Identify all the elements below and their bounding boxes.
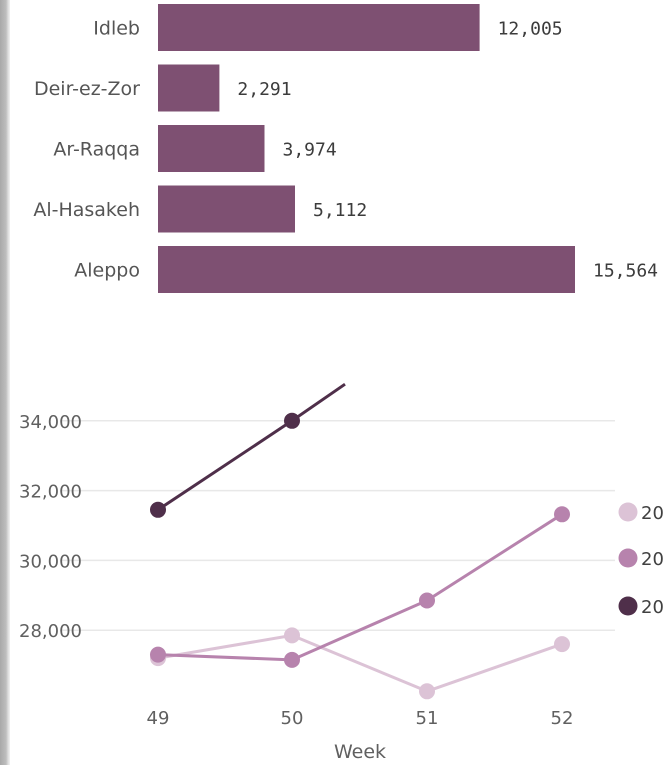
- data-point: [554, 636, 570, 653]
- data-point: [150, 501, 166, 518]
- bar: [158, 185, 295, 233]
- line-chart-legend: 20 20 20: [618, 502, 664, 618]
- bar-category-label: Ar-Raqqa: [53, 139, 140, 161]
- bar: [158, 64, 220, 112]
- x-tick-label: 52: [551, 708, 574, 729]
- legend-swatch: [618, 502, 638, 522]
- x-tick-label: 50: [281, 708, 304, 729]
- legend-swatch: [618, 548, 638, 568]
- bar-chart: Idleb 12,005 Deir-ez-Zor 2,291 Ar-Raqqa 3,974…: [33, 4, 658, 293]
- series-line: [157, 513, 563, 662]
- line-chart-x-axis: 49 50 51 52 Week: [147, 708, 574, 763]
- legend-label: 20: [641, 503, 664, 524]
- line-chart-y-axis: 28,000 30,000 32,000 34,000: [19, 412, 82, 642]
- line-chart: 28,000 30,000 32,000 34,000 49 50 51 52 Week 20…: [19, 382, 664, 763]
- legend-label: 20: [641, 597, 664, 618]
- series-line: [157, 633, 563, 693]
- bar: [158, 246, 575, 293]
- data-point: [419, 683, 435, 700]
- bar-value-label: 12,005: [498, 19, 563, 40]
- bar-category-label: Aleppo: [74, 260, 140, 282]
- y-tick-label: 28,000: [19, 621, 82, 642]
- bar-category-label: Al-Hasakeh: [33, 199, 140, 221]
- bar-value-label: 5,112: [313, 200, 367, 221]
- data-point: [554, 506, 570, 523]
- data-point: [150, 646, 166, 663]
- line-chart-gridlines: [60, 420, 615, 631]
- window-frame-edge: [0, 0, 10, 765]
- data-point: [419, 592, 435, 609]
- y-tick-label: 34,000: [19, 412, 82, 433]
- data-point: [284, 627, 300, 644]
- bar: [158, 4, 480, 51]
- bar: [158, 125, 265, 172]
- legend-label: 20: [641, 549, 664, 570]
- x-tick-label: 49: [147, 708, 170, 729]
- x-tick-label: 51: [416, 708, 439, 729]
- bar-category-label: Idleb: [93, 18, 140, 40]
- y-tick-label: 32,000: [19, 482, 82, 503]
- y-tick-label: 30,000: [19, 551, 82, 572]
- data-point: [284, 651, 300, 668]
- bar-category-label: Deir-ez-Zor: [34, 78, 140, 100]
- line-chart-series: [150, 382, 570, 700]
- bar-value-label: 15,564: [593, 261, 658, 282]
- x-axis-title: Week: [334, 741, 386, 763]
- legend-swatch: [618, 596, 638, 616]
- bar-value-label: 2,291: [237, 79, 291, 100]
- bar-value-label: 3,974: [283, 140, 337, 161]
- data-point: [284, 412, 300, 429]
